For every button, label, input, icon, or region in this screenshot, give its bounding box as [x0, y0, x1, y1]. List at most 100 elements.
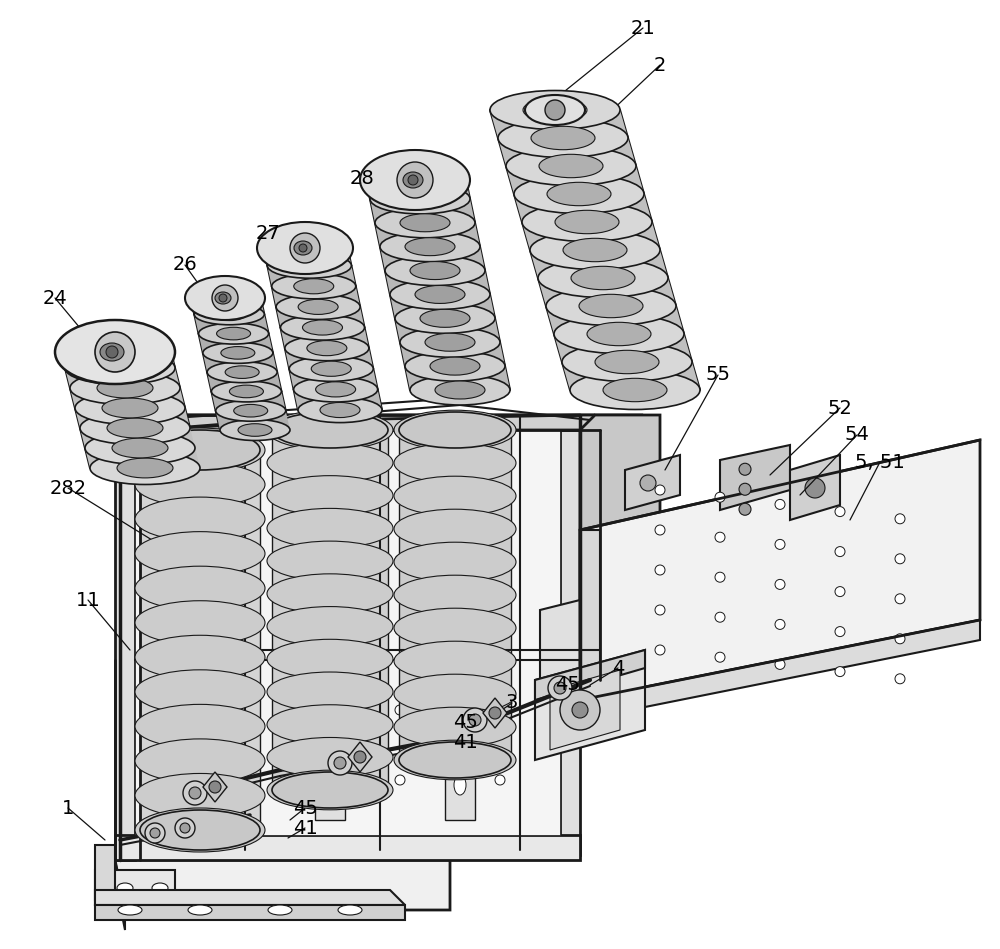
- Circle shape: [775, 539, 785, 549]
- Ellipse shape: [188, 905, 212, 915]
- Ellipse shape: [65, 351, 175, 384]
- Ellipse shape: [375, 208, 475, 238]
- Polygon shape: [115, 835, 580, 860]
- Ellipse shape: [263, 233, 347, 257]
- Polygon shape: [348, 742, 372, 772]
- Ellipse shape: [212, 308, 246, 321]
- Polygon shape: [80, 428, 195, 448]
- Ellipse shape: [570, 370, 700, 410]
- Text: 28: 28: [350, 169, 374, 188]
- Ellipse shape: [272, 412, 388, 448]
- Ellipse shape: [158, 465, 182, 475]
- Ellipse shape: [102, 398, 158, 418]
- Polygon shape: [267, 266, 356, 287]
- Ellipse shape: [490, 90, 620, 129]
- Polygon shape: [199, 333, 273, 353]
- Polygon shape: [400, 343, 505, 366]
- Circle shape: [715, 612, 725, 623]
- Circle shape: [715, 532, 725, 542]
- Ellipse shape: [390, 166, 440, 184]
- Polygon shape: [580, 440, 980, 700]
- Circle shape: [495, 775, 505, 785]
- Circle shape: [212, 285, 238, 311]
- Ellipse shape: [135, 739, 265, 783]
- Ellipse shape: [395, 304, 495, 333]
- Polygon shape: [325, 440, 345, 590]
- Ellipse shape: [555, 211, 619, 233]
- Polygon shape: [285, 348, 373, 369]
- Ellipse shape: [268, 905, 292, 915]
- Ellipse shape: [135, 704, 265, 749]
- Ellipse shape: [90, 452, 200, 485]
- Ellipse shape: [267, 606, 393, 646]
- Ellipse shape: [289, 258, 329, 273]
- Polygon shape: [289, 369, 378, 389]
- Circle shape: [835, 586, 845, 597]
- Ellipse shape: [394, 510, 516, 549]
- Circle shape: [835, 626, 845, 637]
- Ellipse shape: [324, 775, 336, 795]
- Circle shape: [655, 565, 665, 575]
- Circle shape: [295, 625, 305, 635]
- Circle shape: [180, 823, 190, 833]
- Circle shape: [489, 707, 501, 719]
- Polygon shape: [207, 372, 281, 391]
- Polygon shape: [194, 314, 269, 333]
- Circle shape: [195, 555, 205, 565]
- Ellipse shape: [450, 435, 474, 445]
- Polygon shape: [506, 166, 644, 194]
- Ellipse shape: [87, 338, 143, 358]
- Text: 45: 45: [556, 676, 580, 695]
- Ellipse shape: [530, 231, 660, 270]
- Ellipse shape: [370, 184, 470, 214]
- Text: 55: 55: [706, 365, 730, 384]
- Circle shape: [655, 605, 665, 615]
- Ellipse shape: [135, 635, 265, 679]
- Circle shape: [895, 594, 905, 604]
- Ellipse shape: [152, 883, 168, 893]
- Ellipse shape: [158, 615, 182, 625]
- Ellipse shape: [394, 674, 516, 714]
- Ellipse shape: [194, 304, 264, 325]
- Ellipse shape: [185, 276, 265, 320]
- Circle shape: [715, 572, 725, 582]
- Ellipse shape: [235, 907, 255, 917]
- Ellipse shape: [272, 772, 388, 808]
- Ellipse shape: [267, 443, 393, 482]
- Circle shape: [548, 676, 572, 700]
- Circle shape: [739, 463, 751, 475]
- Polygon shape: [380, 247, 485, 270]
- Circle shape: [408, 175, 418, 185]
- Ellipse shape: [394, 476, 516, 516]
- Ellipse shape: [546, 287, 676, 326]
- Ellipse shape: [420, 309, 470, 327]
- Ellipse shape: [199, 323, 269, 344]
- Ellipse shape: [135, 601, 265, 644]
- Polygon shape: [405, 366, 510, 390]
- Polygon shape: [538, 278, 676, 306]
- Ellipse shape: [208, 288, 242, 301]
- Circle shape: [835, 547, 845, 557]
- Ellipse shape: [380, 232, 480, 262]
- Ellipse shape: [595, 350, 659, 374]
- Polygon shape: [315, 750, 345, 820]
- Ellipse shape: [403, 172, 423, 188]
- Ellipse shape: [400, 327, 500, 357]
- Polygon shape: [140, 450, 260, 830]
- Ellipse shape: [135, 497, 265, 541]
- Circle shape: [183, 781, 207, 805]
- Ellipse shape: [267, 509, 393, 548]
- Polygon shape: [60, 348, 175, 368]
- Ellipse shape: [394, 410, 516, 450]
- Ellipse shape: [400, 214, 450, 232]
- Ellipse shape: [587, 323, 651, 345]
- Circle shape: [299, 244, 307, 252]
- Polygon shape: [115, 415, 640, 430]
- Ellipse shape: [75, 392, 185, 424]
- Polygon shape: [498, 138, 636, 166]
- Ellipse shape: [405, 351, 505, 381]
- Polygon shape: [720, 445, 790, 510]
- Polygon shape: [625, 455, 680, 510]
- Polygon shape: [203, 353, 277, 372]
- Circle shape: [560, 690, 600, 730]
